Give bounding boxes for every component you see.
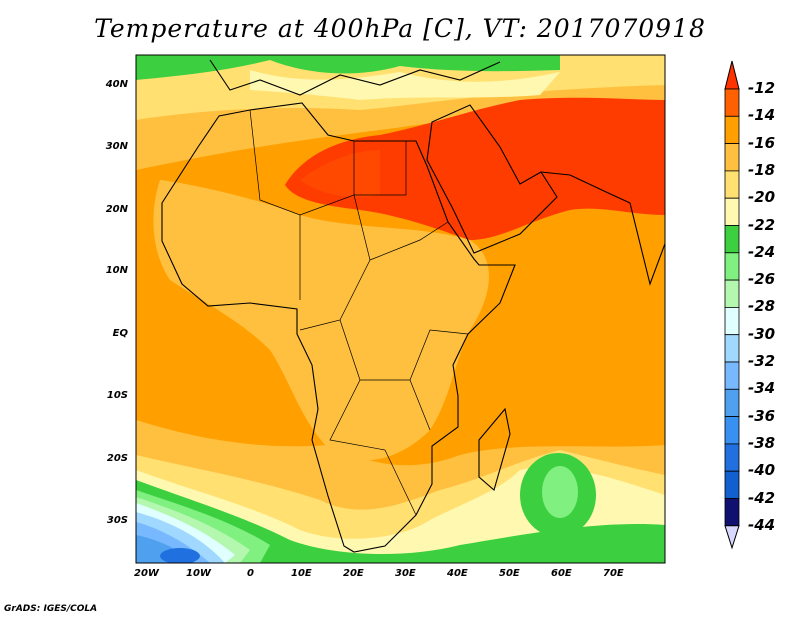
lat-label: 40N (105, 79, 128, 90)
colorbar-label: -24 (748, 242, 776, 261)
colorbar-label: -28 (748, 297, 776, 316)
colorbar-swatch (724, 361, 740, 390)
field-north-green (136, 55, 560, 80)
lon-label: 0 (247, 568, 254, 579)
colorbar-arrow-top (724, 60, 740, 90)
colorbar-label: -18 (748, 160, 776, 179)
colorbar-label: -38 (748, 433, 776, 452)
colorbar-arrow-bottom (724, 525, 740, 550)
colorbar-swatch (724, 225, 740, 254)
lat-label: 10S (106, 390, 128, 401)
field-red-core (300, 150, 380, 197)
lon-label: 10E (291, 568, 312, 579)
lon-label: 10W (186, 568, 211, 579)
field-south-blue-core (160, 548, 200, 563)
colorbar-swatch (724, 252, 740, 281)
field-green-blob-inner (542, 466, 578, 518)
field-central-lightorange (153, 180, 489, 461)
colorbar-label: -36 (748, 406, 776, 425)
lon-label: 20E (343, 568, 364, 579)
lat-label: 20S (106, 453, 128, 464)
colorbar-swatch (724, 416, 740, 445)
colorbar-swatch (724, 170, 740, 199)
map-title: Temperature at 400hPa [C], VT: 201707091… (94, 14, 706, 43)
lat-label: 10N (105, 265, 128, 276)
colorbar-label: -44 (748, 515, 776, 534)
field-north-paleyellow (250, 70, 560, 100)
europe-coastline (209, 59, 501, 96)
colorbar-swatch (724, 197, 740, 226)
colorbar-swatch (724, 279, 740, 308)
colorbar-swatch (724, 443, 740, 472)
lon-label: 30E (395, 568, 416, 579)
colorbar-swatch (724, 470, 740, 499)
colorbar-label: -30 (748, 324, 776, 343)
colorbar-label: -26 (748, 270, 776, 289)
colorbar-label: -12 (748, 79, 776, 97)
colorbar-swatch (724, 143, 740, 172)
field-red-band (285, 97, 665, 241)
field-south-green (136, 480, 665, 563)
lat-label: 30N (105, 141, 128, 152)
madagascar-coastline (478, 407, 511, 491)
lat-label: EQ (112, 328, 128, 339)
borders (249, 109, 469, 516)
colorbar-label: -34 (748, 379, 776, 398)
colorbar-swatch (724, 115, 740, 145)
lat-label: 20N (105, 204, 128, 215)
colorbar-label: -14 (748, 106, 776, 125)
lon-label: 20W (134, 568, 159, 579)
colorbar-label: -40 (748, 461, 776, 480)
colorbar-label: -22 (748, 215, 776, 234)
lon-label: 50E (499, 568, 520, 579)
lon-label: 40E (447, 568, 468, 579)
lat-label: 30S (106, 515, 128, 526)
colorbar-label: -16 (748, 133, 776, 152)
colorbar-label: -42 (748, 488, 776, 507)
credit-text: GrADS: IGES/COLA (4, 604, 98, 614)
colorbar-swatch (724, 306, 740, 336)
lon-label: 70E (603, 568, 624, 579)
colorbar-swatch (724, 388, 740, 417)
colorbar-swatch (724, 88, 740, 117)
colorbar-label: -32 (748, 352, 776, 370)
colorbar-swatch (724, 334, 740, 363)
lon-label: 60E (551, 568, 572, 579)
africa-coastline (161, 102, 516, 553)
coastlines (161, 59, 665, 553)
colorbar-swatch (724, 498, 740, 527)
map-frame (135, 54, 666, 564)
colorbar (724, 60, 740, 550)
colorbar-label: -20 (748, 188, 776, 207)
asia-coastline (540, 171, 665, 286)
